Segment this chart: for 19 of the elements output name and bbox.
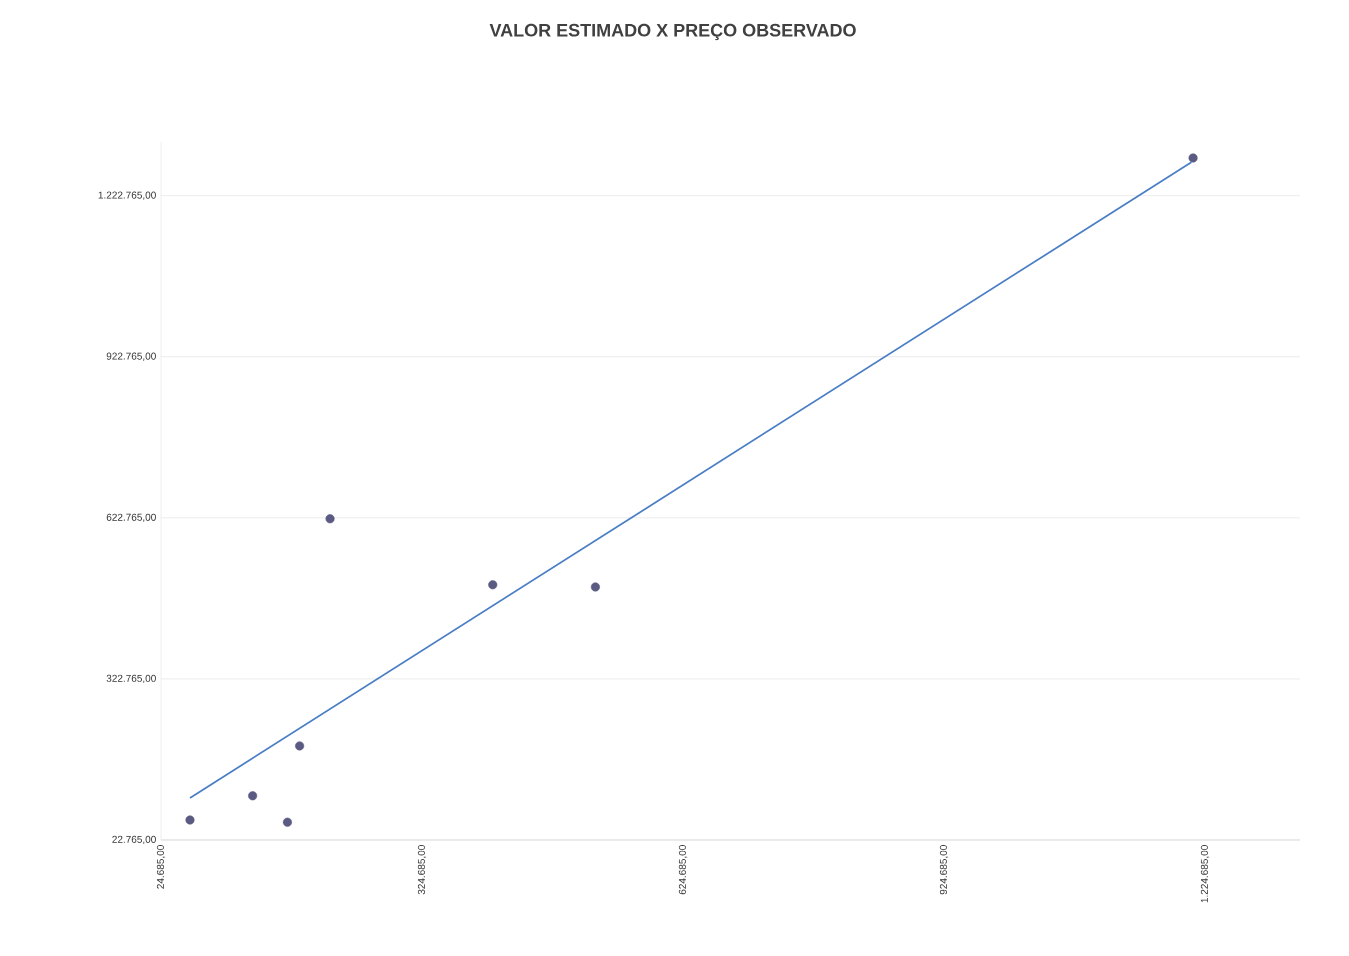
- y-tick-label: 922.765,00: [106, 352, 156, 361]
- y-tick-label: 322.765,00: [106, 674, 156, 684]
- x-tick-label: 624.685,00: [678, 845, 688, 895]
- x-tick-label: 324.685,00: [417, 845, 427, 895]
- y-tick-label: 622.765,00: [106, 513, 156, 522]
- x-tick-label: 924.685,00: [939, 845, 949, 895]
- chart-title: VALOR ESTIMADO X PREÇO OBSERVADO: [489, 23, 856, 41]
- point: [1188, 153, 1198, 163]
- point: [488, 580, 498, 590]
- y-tick-label: 1.222.765,00: [98, 191, 156, 200]
- x-tick-label: 24.685,00: [156, 845, 166, 889]
- point: [325, 514, 335, 524]
- point: [590, 582, 600, 592]
- x-tick-label: 1.224.685,00: [1200, 845, 1210, 903]
- point: [185, 815, 195, 825]
- point: [282, 817, 292, 827]
- y-tick-label: 22.765,00: [112, 835, 156, 845]
- point: [295, 741, 305, 751]
- point: [248, 791, 258, 801]
